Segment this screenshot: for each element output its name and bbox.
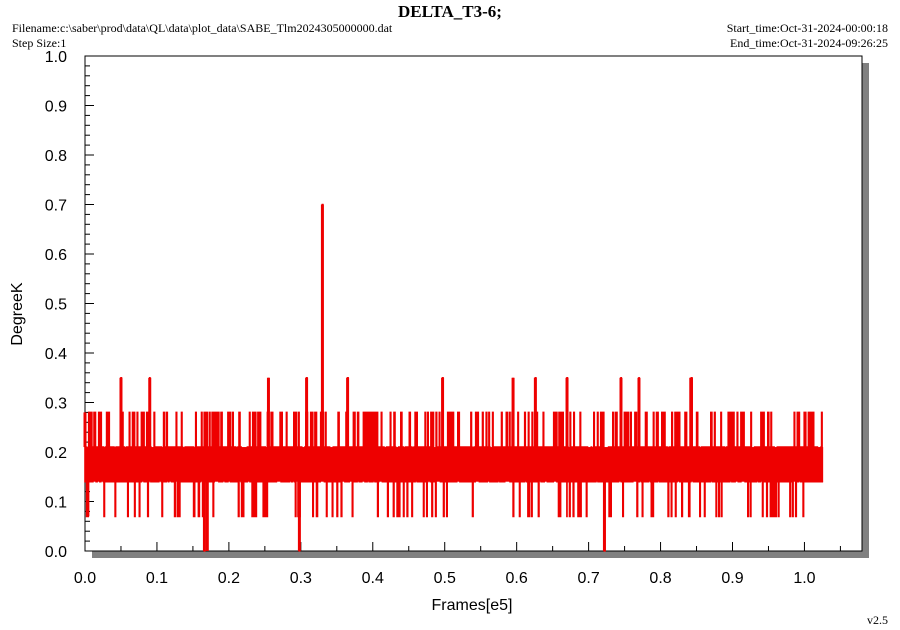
step-size-label: Step Size:1: [12, 36, 67, 50]
x-tick-label: 0.8: [649, 570, 671, 587]
y-tick-label: 0.5: [45, 297, 67, 314]
x-tick-label: 0.4: [362, 570, 384, 587]
y-tick-label: 0.7: [45, 198, 67, 215]
x-tick-label: 0.1: [146, 570, 168, 587]
end-time-label: End_time:Oct-31-2024-09:26:25: [730, 36, 888, 50]
x-tick-label: 0.2: [218, 570, 240, 587]
x-tick-label: 0.9: [721, 570, 743, 587]
x-tick-label: 0.7: [577, 570, 599, 587]
y-tick-label: 0.8: [45, 148, 67, 165]
tick-labels: 0.0 0.1 0.2 0.3 0.4 0.5 0.6 0.7 0.8 0.9 1.0 0.0 0.1 0…: [45, 49, 816, 587]
y-axis-label: DegreeK: [9, 282, 26, 345]
x-tick-label: 0.5: [434, 570, 456, 587]
x-tick-label: 0.6: [506, 570, 528, 587]
y-tick-label: 0.9: [45, 99, 67, 116]
series-dense-band: [85, 447, 824, 482]
x-tick-label: 0.0: [74, 570, 96, 587]
x-tick-label: 0.3: [290, 570, 312, 587]
y-tick-label: 0.2: [45, 445, 67, 462]
start-time-label: Start_time:Oct-31-2024-00:00:18: [726, 21, 888, 35]
version-label: v2.5: [867, 613, 888, 627]
series-layer: [83, 203, 824, 552]
y-tick-label: 0.0: [45, 544, 67, 561]
x-tick-label: 1.0: [793, 570, 815, 587]
x-axis-label: Frames[e5]: [432, 597, 513, 614]
chart-title: DELTA_T3-6;: [398, 2, 502, 21]
y-tick-label: 0.1: [45, 495, 67, 512]
y-tick-label: 0.3: [45, 396, 67, 413]
filename-label: Filename:c:\saber\prod\data\QL\data\plot…: [12, 21, 393, 35]
y-tick-label: 0.6: [45, 247, 67, 264]
y-tick-label: 1.0: [45, 49, 67, 66]
y-tick-label: 0.4: [45, 346, 67, 363]
